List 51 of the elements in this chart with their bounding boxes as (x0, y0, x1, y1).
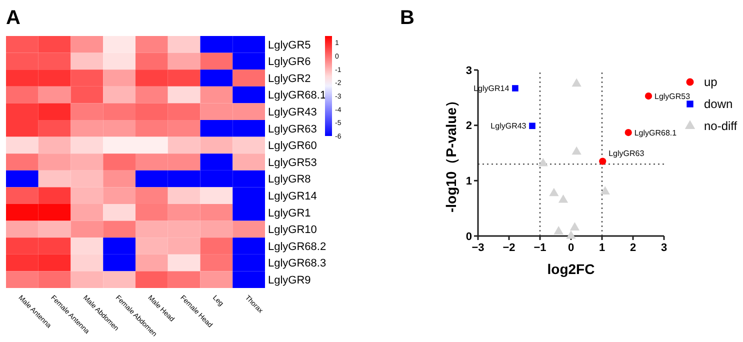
point (558, 194, 568, 203)
point (572, 78, 582, 87)
x-tick-label: −2 (502, 242, 516, 254)
y-tick-label: LglyGR6 (268, 56, 311, 68)
annotation: LglyGR63 (608, 149, 645, 158)
y-tick-label: LglyGR8 (268, 174, 311, 186)
chart-title: B (400, 7, 414, 29)
point (600, 186, 610, 195)
x-tick-label: 0 (568, 242, 574, 254)
y-tick-label: LglyGR68.1 (268, 90, 326, 102)
x-tick-label: −1 (534, 242, 546, 254)
point (566, 230, 576, 239)
annotation: LglyGR53 (654, 92, 691, 101)
y-tick-label: 3 (466, 64, 472, 77)
x-tick-label: 3 (660, 242, 668, 254)
legend-label: no-diff (704, 119, 738, 134)
y-tick-label: LglyGR9 (268, 274, 311, 286)
point (624, 128, 632, 136)
y-tick-label: 1 (466, 176, 472, 188)
point (554, 226, 564, 234)
y-tick-label: LglyGR63 (268, 123, 317, 136)
point (512, 85, 518, 92)
y-tick-label: LglyGR68.2 (268, 240, 326, 253)
y-tick-label: LglyGR14 (268, 190, 317, 202)
y-tick-label: LglyGR43 (268, 106, 317, 118)
legend-label: up (704, 75, 718, 90)
x-tick-label: 2 (630, 242, 636, 254)
point (644, 92, 652, 100)
y-tick-label: LglyGR68.3 (268, 258, 326, 270)
point (599, 158, 606, 165)
point (570, 222, 580, 230)
x-tick-label: 1 (598, 242, 606, 254)
y-axis-title: -log10（P-value） (443, 93, 459, 213)
point (538, 158, 548, 166)
y-tick-label: 2 (466, 120, 472, 132)
annotation: LglyGR68.1 (634, 128, 678, 138)
y-tick-label: LglyGR53 (268, 156, 317, 169)
x-tick-label: −3 (472, 242, 484, 254)
y-tick-label: 0 (466, 230, 472, 243)
chart-title: A (6, 7, 20, 29)
y-tick-label: LglyGR60 (268, 140, 317, 152)
legend-label: down (704, 97, 733, 112)
annotation: LglyGR43 (490, 122, 527, 131)
y-tick-label: LglyGR1 (268, 207, 311, 220)
y-tick-label: LglyGR2 (268, 72, 311, 85)
y-tick-label: LglyGR10 (268, 224, 317, 236)
y-tick-label: LglyGR5 (268, 39, 311, 52)
x-axis-title: log2FC (547, 261, 595, 277)
point (529, 122, 536, 130)
point (549, 188, 559, 196)
point (572, 146, 582, 155)
